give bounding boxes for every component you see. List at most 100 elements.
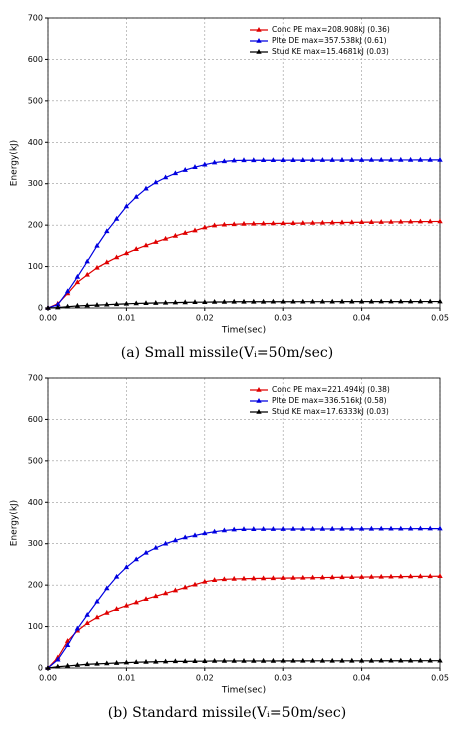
data-marker [388, 156, 394, 162]
data-marker [290, 157, 296, 162]
data-marker [241, 657, 247, 663]
data-marker [368, 298, 375, 304]
data-marker [172, 299, 179, 305]
data-marker [84, 258, 90, 264]
data-marker [192, 164, 198, 169]
y-tick-label: 300 [28, 179, 43, 188]
data-marker [55, 304, 61, 310]
x-tick-label: 0.01 [117, 674, 135, 683]
data-marker [407, 573, 414, 579]
data-marker [123, 250, 130, 256]
data-marker [133, 193, 139, 199]
data-marker [113, 573, 120, 579]
y-tick-label: 500 [28, 456, 43, 465]
data-marker [45, 305, 51, 310]
data-marker [368, 156, 375, 162]
data-marker [417, 218, 424, 224]
data-marker [192, 581, 198, 587]
x-axis-label: Time(sec) [221, 686, 266, 696]
legend-label: Plte DE max=357.538kJ (0.61) [272, 36, 387, 45]
x-tick-label: 0.05 [431, 314, 449, 323]
legend-marker [256, 387, 262, 392]
data-marker [378, 525, 384, 531]
data-marker [427, 156, 433, 162]
data-marker [349, 157, 355, 162]
data-marker [349, 298, 355, 304]
axes-frame [47, 17, 441, 309]
data-marker [349, 525, 355, 531]
data-marker [153, 593, 159, 599]
data-marker [113, 215, 120, 221]
legend-label: Stud KE max=15.4681kJ (0.03) [272, 47, 389, 56]
data-marker [241, 526, 247, 532]
data-marker [349, 657, 355, 663]
legend-label: Plte DE max=336.516kJ (0.58) [272, 396, 387, 405]
data-marker [211, 577, 218, 582]
data-marker [113, 301, 120, 307]
data-marker [270, 575, 277, 581]
y-tick-label: 0 [38, 664, 43, 673]
data-marker [417, 156, 424, 162]
data-marker [329, 219, 335, 225]
data-marker [221, 298, 228, 304]
data-marker [211, 528, 218, 534]
data-marker [417, 298, 424, 304]
data-marker [319, 298, 326, 304]
data-marker [192, 299, 198, 304]
data-marker [143, 300, 149, 306]
data-marker [241, 298, 247, 304]
data-marker [182, 584, 188, 590]
data-marker [319, 525, 326, 531]
data-marker [104, 301, 110, 307]
data-marker [64, 642, 71, 648]
data-marker [427, 573, 433, 579]
y-tick-label: 200 [28, 581, 43, 590]
data-marker [133, 659, 139, 664]
data-marker [162, 658, 169, 664]
data-marker [427, 298, 433, 304]
data-marker [300, 157, 306, 162]
data-marker [309, 657, 316, 663]
data-marker [437, 657, 443, 663]
data-marker [104, 585, 110, 591]
x-tick-label: 0.02 [196, 674, 214, 683]
data-marker [270, 220, 277, 226]
data-marker [407, 156, 414, 162]
data-marker [84, 611, 90, 617]
data-marker [398, 218, 404, 224]
data-marker [55, 663, 61, 669]
data-marker [329, 657, 335, 663]
data-marker [260, 157, 267, 163]
data-marker [388, 218, 394, 224]
data-marker [319, 219, 326, 225]
x-tick-label: 0.02 [196, 314, 214, 323]
data-marker [309, 298, 316, 304]
data-marker [231, 221, 237, 227]
data-marker [84, 620, 90, 626]
data-marker [143, 242, 149, 248]
data-marker [211, 298, 218, 304]
data-marker [104, 609, 110, 615]
data-marker [251, 575, 257, 581]
data-marker [437, 156, 443, 162]
y-tick-label: 300 [28, 539, 43, 548]
data-marker [231, 298, 237, 304]
data-marker [221, 158, 228, 164]
data-marker [251, 526, 257, 531]
legend-label: Stud KE max=17.6333kJ (0.03) [272, 407, 389, 416]
x-tick-label: 0.05 [431, 674, 449, 683]
data-marker [378, 219, 384, 224]
data-marker [437, 218, 443, 224]
data-marker [84, 271, 90, 277]
data-marker [143, 185, 149, 191]
data-marker [417, 573, 424, 579]
data-marker [202, 530, 208, 536]
data-marker [437, 573, 443, 579]
data-marker [349, 219, 355, 225]
data-marker [417, 525, 424, 531]
data-marker [358, 157, 365, 162]
data-marker [290, 574, 296, 580]
x-axis-label: Time(sec) [221, 326, 266, 336]
data-marker [133, 599, 139, 605]
data-marker [398, 298, 404, 304]
